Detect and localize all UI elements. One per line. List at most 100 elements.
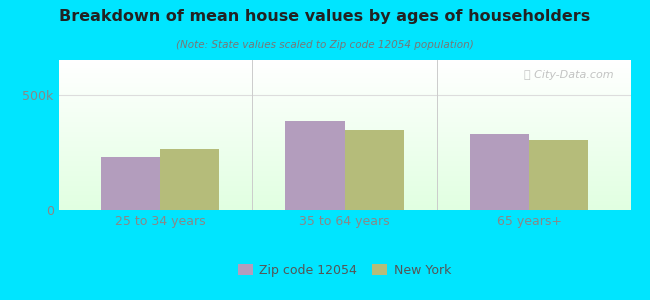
Bar [58, 208, 630, 209]
Bar [58, 134, 630, 135]
Bar [58, 202, 630, 203]
Bar [58, 205, 630, 206]
Bar [58, 97, 630, 98]
Bar [58, 60, 630, 61]
Bar [58, 170, 630, 171]
Bar [58, 66, 630, 67]
Bar [58, 70, 630, 71]
Bar [58, 204, 630, 205]
Bar [58, 119, 630, 120]
Bar [58, 93, 630, 94]
Bar [58, 86, 630, 87]
Bar [58, 76, 630, 77]
Bar [58, 183, 630, 184]
Bar [58, 132, 630, 133]
Bar [58, 121, 630, 122]
Bar [58, 156, 630, 157]
Bar [58, 117, 630, 118]
Bar [58, 73, 630, 74]
Bar [58, 190, 630, 191]
Bar [58, 120, 630, 121]
Bar [58, 141, 630, 142]
Bar [58, 71, 630, 72]
Bar [58, 173, 630, 174]
Bar [58, 94, 630, 95]
Bar [58, 169, 630, 170]
Bar [58, 82, 630, 83]
Bar [58, 115, 630, 116]
Bar [58, 113, 630, 114]
Bar [58, 116, 630, 117]
Bar [58, 191, 630, 192]
Bar [58, 171, 630, 172]
Bar [58, 195, 630, 196]
Bar [58, 105, 630, 106]
Bar [58, 148, 630, 149]
Bar [58, 131, 630, 132]
Bar [58, 82, 630, 83]
Bar [58, 196, 630, 197]
Bar [58, 147, 630, 148]
Bar [58, 160, 630, 161]
Bar [58, 65, 630, 66]
Bar [58, 150, 630, 151]
Bar [58, 91, 630, 92]
Bar [58, 85, 630, 86]
Bar [58, 203, 630, 204]
Bar [58, 103, 630, 104]
Bar [58, 80, 630, 81]
Bar [58, 100, 630, 101]
Bar [58, 126, 630, 127]
Bar [58, 61, 630, 62]
Bar [58, 63, 630, 64]
Bar [58, 199, 630, 200]
Bar [58, 174, 630, 175]
Bar [58, 99, 630, 100]
Bar [58, 176, 630, 177]
Bar [58, 102, 630, 103]
Bar [58, 108, 630, 109]
Bar [58, 96, 630, 97]
Legend: Zip code 12054, New York: Zip code 12054, New York [233, 259, 456, 282]
Text: ⓘ City-Data.com: ⓘ City-Data.com [524, 70, 614, 80]
Bar [58, 155, 630, 156]
Bar [58, 154, 630, 155]
Bar [58, 114, 630, 115]
Bar [101, 157, 160, 210]
Bar [58, 180, 630, 181]
Text: (Note: State values scaled to Zip code 12054 population): (Note: State values scaled to Zip code 1… [176, 40, 474, 50]
Bar [58, 168, 630, 169]
Bar [58, 110, 630, 111]
Bar [58, 98, 630, 99]
Bar [58, 166, 630, 167]
Bar [285, 121, 345, 210]
Bar [58, 95, 630, 96]
Bar [58, 92, 630, 93]
Bar [58, 164, 630, 165]
Bar [58, 133, 630, 134]
Bar [58, 77, 630, 78]
Bar [58, 149, 630, 150]
Bar [58, 135, 630, 136]
Bar [58, 209, 630, 210]
Bar [58, 100, 630, 101]
Bar [529, 140, 588, 210]
Bar [58, 127, 630, 128]
Bar [58, 75, 630, 76]
Bar [58, 206, 630, 207]
Bar [160, 149, 219, 210]
Bar [58, 123, 630, 124]
Bar [58, 83, 630, 84]
Bar [470, 134, 529, 210]
Bar [58, 175, 630, 176]
Bar [58, 185, 630, 186]
Bar [58, 193, 630, 194]
Bar [58, 111, 630, 112]
Bar [58, 145, 630, 146]
Bar [58, 89, 630, 90]
Bar [58, 87, 630, 88]
Bar [58, 201, 630, 202]
Bar [58, 192, 630, 193]
Bar [58, 202, 630, 203]
Bar [58, 137, 630, 138]
